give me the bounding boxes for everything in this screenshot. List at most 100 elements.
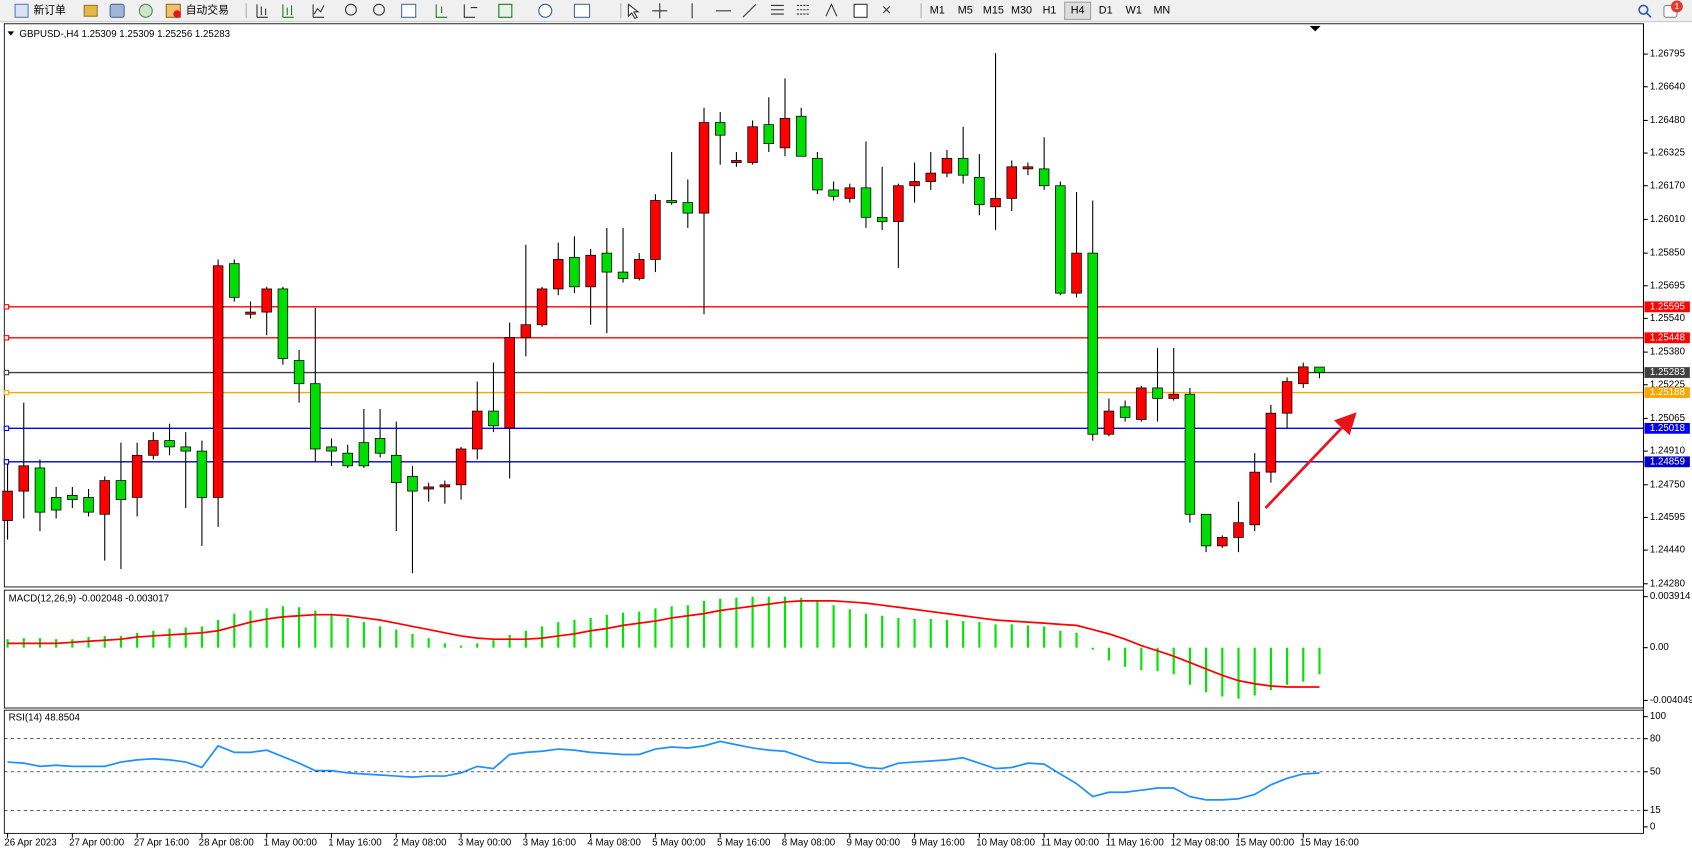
- timeframe-button[interactable]: H1: [1043, 5, 1057, 17]
- y-tick-label: 0: [1650, 821, 1656, 832]
- notification-count: 1: [1674, 1, 1679, 11]
- zoom-out-button[interactable]: [373, 3, 385, 16]
- x-tick-label: 3 May 00:00: [458, 838, 512, 849]
- level-handle: [3, 369, 10, 376]
- timeframe-button[interactable]: M1: [930, 5, 945, 17]
- candle-body: [893, 185, 904, 222]
- y-tick-label: 0.003914: [1650, 591, 1691, 602]
- x-tick-label: 11 May 16:00: [1106, 838, 1165, 849]
- indicators-button[interactable]: [498, 3, 513, 18]
- level-handle: [3, 459, 10, 465]
- timeframe-button[interactable]: M15: [983, 5, 1004, 17]
- candle-body: [812, 157, 823, 191]
- x-tick-label: 5 May 16:00: [717, 838, 771, 849]
- arrows-button[interactable]: [882, 6, 891, 14]
- level-price-box: [1644, 456, 1690, 468]
- y-tick-label: 1.25225: [1650, 379, 1685, 390]
- timeframe-button[interactable]: D1: [1099, 5, 1113, 17]
- line-chart-button[interactable]: [312, 4, 325, 18]
- timeframe-button[interactable]: M5: [958, 5, 973, 17]
- candle-body: [439, 484, 451, 488]
- x-tick-label: 4 May 08:00: [587, 838, 641, 849]
- tool-icon[interactable]: [109, 3, 125, 18]
- crosshair-button[interactable]: [652, 3, 668, 19]
- candle-body: [18, 465, 29, 492]
- candle-body: [455, 448, 467, 486]
- candle-body: [148, 440, 159, 456]
- tool-icon[interactable]: [83, 4, 98, 17]
- candle-body: [666, 200, 677, 203]
- y-tick-label: 1.26795: [1650, 49, 1685, 60]
- periods-button[interactable]: [538, 3, 553, 18]
- candle-body: [1168, 393, 1179, 399]
- level-price-box: [1644, 387, 1690, 398]
- level-price-label: 1.25188: [1650, 387, 1685, 398]
- autoscroll-button[interactable]: [435, 4, 448, 18]
- level-price-label: 1.24859: [1650, 456, 1685, 467]
- candle-body: [860, 187, 872, 218]
- tile-button[interactable]: [401, 3, 417, 18]
- candle-body: [553, 259, 564, 290]
- candle-body: [795, 115, 807, 157]
- annotation-arrow: [1264, 412, 1357, 509]
- x-tick-label: 9 May 16:00: [911, 838, 965, 849]
- templates-button[interactable]: [573, 3, 591, 18]
- candle-body: [115, 480, 127, 500]
- signal-line: [7, 600, 1320, 688]
- trendline-button[interactable]: [742, 3, 757, 18]
- pane-title: GBPUSD-,H4 1.25309 1.25309 1.25256 1.252…: [19, 29, 230, 40]
- candle-body: [828, 189, 839, 197]
- candle-body: [83, 497, 94, 513]
- chart-shift-marker: [1309, 25, 1321, 32]
- candle-body: [504, 336, 515, 429]
- candle-body: [650, 200, 661, 260]
- plot: 1.26795 1.26640 1.26480 1.26325 1.26170 1.260…: [2, 23, 1692, 849]
- channel-button[interactable]: [770, 4, 784, 15]
- candle-body: [1217, 537, 1228, 547]
- candle-body: [925, 172, 936, 182]
- y-tick-label: 100: [1650, 711, 1667, 722]
- label-button[interactable]: [853, 3, 868, 18]
- candle-body: [342, 452, 353, 467]
- timeframe-button[interactable]: H4: [1071, 5, 1085, 17]
- candle-body: [1200, 513, 1212, 547]
- bar-chart-button[interactable]: [256, 4, 268, 18]
- y-tick-label: 1.26480: [1650, 115, 1686, 126]
- text-button[interactable]: [825, 3, 838, 17]
- new-order-button[interactable]: 新订单: [14, 3, 66, 18]
- candle-body: [974, 176, 985, 206]
- zoom-in-button[interactable]: [344, 3, 357, 16]
- shift-button[interactable]: [463, 4, 478, 18]
- tool-icon[interactable]: [138, 3, 153, 18]
- fibo-button[interactable]: [796, 4, 810, 15]
- y-tick-label: 1.25065: [1650, 413, 1685, 424]
- cursor-button[interactable]: [627, 3, 640, 20]
- y-tick-label: 1.24750: [1650, 479, 1686, 490]
- candle-body: [1265, 412, 1277, 473]
- candle-body: [229, 263, 240, 298]
- x-tick-label: 15 May 00:00: [1235, 838, 1294, 849]
- timeframe-button[interactable]: M30: [1011, 5, 1032, 17]
- candle-body: [293, 360, 305, 385]
- candle-body: [261, 288, 272, 313]
- candle-body: [601, 252, 613, 273]
- candle-body: [714, 122, 726, 136]
- auto-trading-button[interactable]: 自动交易: [165, 3, 229, 18]
- button-label: 自动交易: [186, 3, 229, 17]
- level-price-label: 1.25283: [1650, 367, 1685, 378]
- timeframe-button[interactable]: MN: [1153, 5, 1170, 17]
- notification-badge: [1670, 0, 1683, 13]
- candle-body: [536, 288, 548, 326]
- candle-body: [1184, 393, 1196, 515]
- candle-chart-button[interactable]: [282, 4, 294, 18]
- candle-body: [1022, 166, 1034, 170]
- x-tick-label: 1 May 16:00: [328, 838, 382, 849]
- search-handle: [1646, 12, 1652, 18]
- candle-body: [1298, 366, 1309, 385]
- search-button[interactable]: [1638, 4, 1649, 15]
- level-handle: [3, 304, 10, 310]
- x-tick-label: 2 May 08:00: [393, 838, 447, 849]
- timeframe-button[interactable]: W1: [1126, 5, 1142, 17]
- level-price-label: 1.25595: [1650, 301, 1685, 312]
